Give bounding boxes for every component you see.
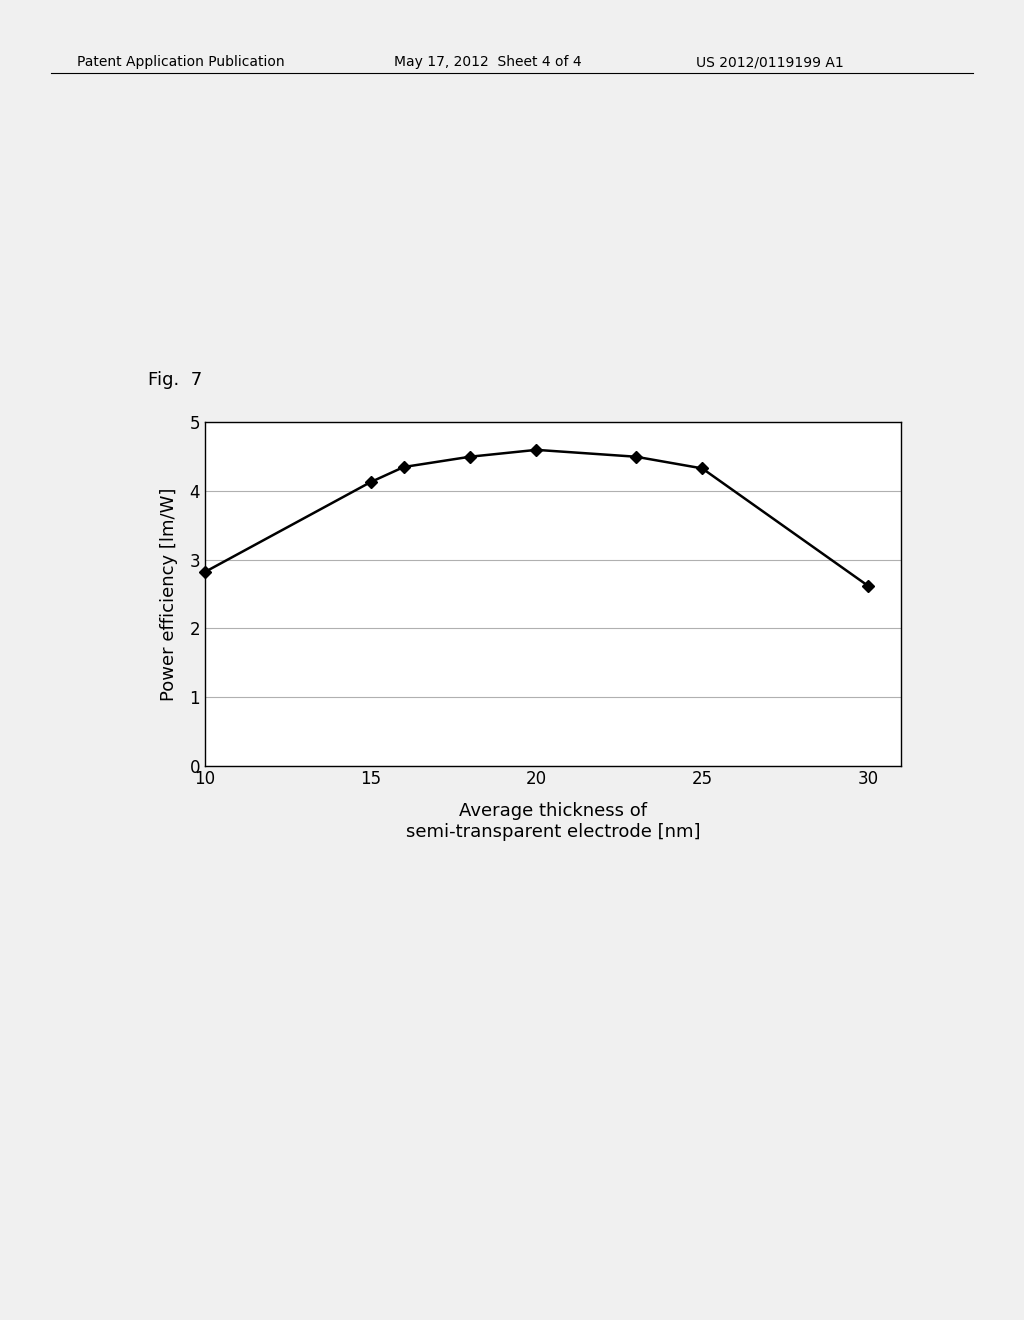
Text: US 2012/0119199 A1: US 2012/0119199 A1 — [696, 55, 844, 70]
Text: May 17, 2012  Sheet 4 of 4: May 17, 2012 Sheet 4 of 4 — [394, 55, 582, 70]
Text: Fig.  7: Fig. 7 — [148, 371, 203, 389]
X-axis label: Average thickness of
semi-transparent electrode [nm]: Average thickness of semi-transparent el… — [406, 803, 700, 841]
Text: Patent Application Publication: Patent Application Publication — [77, 55, 285, 70]
Y-axis label: Power efficiency [lm/W]: Power efficiency [lm/W] — [160, 487, 178, 701]
